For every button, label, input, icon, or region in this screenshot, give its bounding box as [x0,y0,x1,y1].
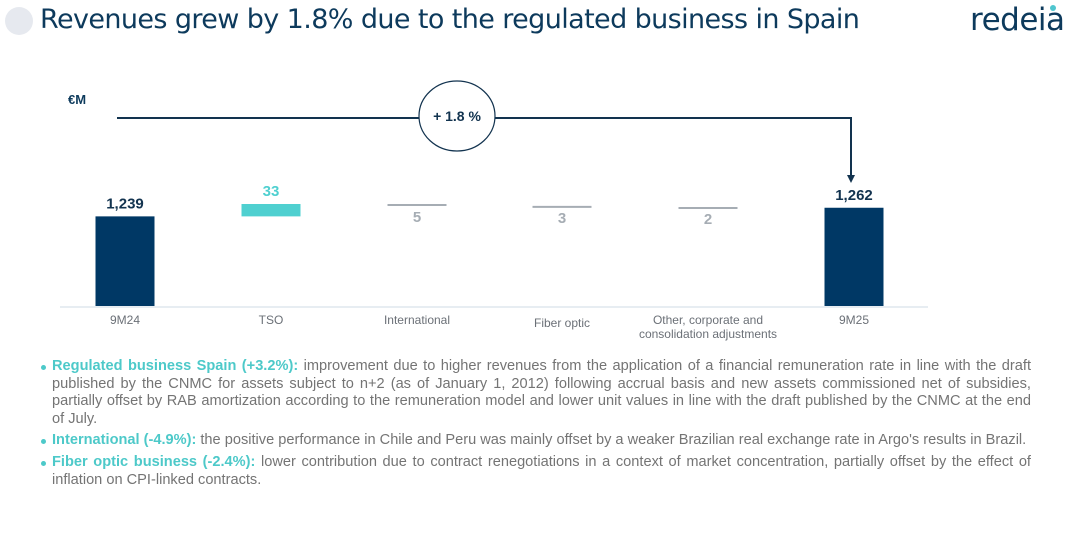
unit-label: €M [68,92,87,107]
waterfall-chart: + 1.8 % 1,239 9M24 33 TSO 5 International 3 Fibe… [60,80,928,341]
arrow-down-icon [847,175,855,183]
category-label: Fiber optic [534,316,590,330]
category-label: consolidation adjustments [639,327,777,341]
note-regulated-spain: Regulated business Spain (+3.2%): improv… [40,358,1031,428]
data-label: 5 [413,209,421,226]
bar-tso [241,204,301,217]
bullet-icon [41,365,46,370]
note-label: Regulated business Spain (+3.2%): [52,358,299,374]
data-label: 2 [704,211,712,228]
bar-other [678,207,738,209]
category-label: 9M25 [839,313,869,327]
growth-circle [418,80,496,152]
bar-9m25 [824,207,884,306]
note-text: improvement due to higher revenues from … [52,358,1031,427]
redeia-logo: redeia [970,2,1065,38]
note-international: International (-4.9%): the positive perf… [40,432,1031,450]
note-text: lower contribution due to contract reneg… [52,453,1031,488]
title-bullet-circle [5,7,33,35]
bar-international [387,204,447,206]
category-label: TSO [259,313,284,327]
note-label: Fiber optic business (-2.4%): [52,453,256,470]
note-text: the positive performance in Chile and Pe… [196,432,1027,449]
logo-dot [1049,5,1056,11]
notes-list: Regulated business Spain (+3.2%): improv… [40,358,1031,493]
data-label: 33 [263,183,280,200]
bar-9m24 [95,216,155,306]
page-title: Revenues grew by 1.8% due to the regulat… [40,4,860,35]
note-label: International (-4.9%): [52,432,197,449]
growth-connector-right [495,117,852,176]
category-label: 9M24 [110,313,140,327]
data-label: 3 [558,210,566,227]
data-label: 1,262 [835,187,873,204]
note-fiber-optic: Fiber optic business (-2.4%): lower cont… [40,454,1031,489]
bullet-icon [41,460,46,466]
bar-fiber [532,205,592,208]
data-label: 1,239 [106,195,144,212]
category-label: International [384,313,450,327]
category-label: Other, corporate and [653,313,763,327]
growth-label: + 1.8 % [433,108,481,124]
logo-text: redeia [970,2,1065,38]
bullet-icon [41,439,46,445]
